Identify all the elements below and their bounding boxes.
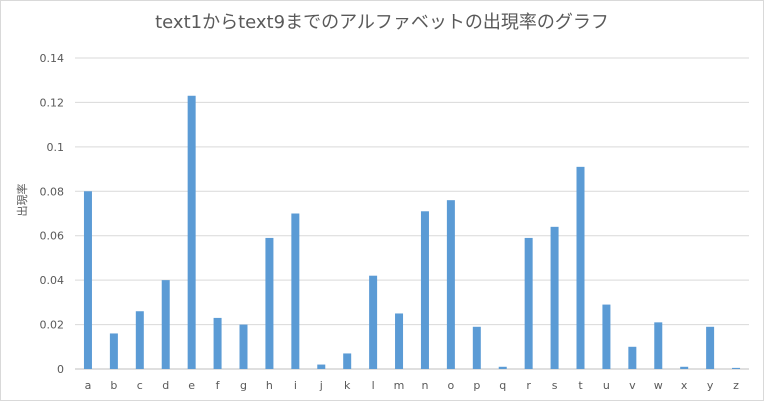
- bar-e: [187, 95, 196, 369]
- bar-x: [680, 366, 689, 369]
- x-tick-label: x: [681, 379, 688, 392]
- bar-c: [135, 311, 144, 369]
- x-tick-label: c: [137, 379, 143, 392]
- x-tick-label: n: [421, 379, 428, 392]
- bar-b: [109, 333, 118, 369]
- bar-y: [706, 326, 715, 369]
- bar-m: [395, 313, 404, 369]
- x-tick-label: k: [344, 379, 351, 392]
- bar-d: [161, 280, 170, 369]
- bar-w: [654, 322, 663, 369]
- bar-f: [213, 317, 222, 369]
- x-tick-label: t: [578, 379, 583, 392]
- bar-l: [369, 275, 378, 369]
- x-tick-label: m: [394, 379, 405, 392]
- bar-i: [291, 213, 300, 369]
- y-tick-label: 0.02: [40, 319, 65, 332]
- bar-v: [628, 346, 637, 369]
- x-tick-label: g: [240, 379, 247, 392]
- y-tick-label: 0.14: [40, 52, 65, 65]
- x-tick-label: j: [319, 379, 323, 392]
- bar-p: [472, 326, 481, 369]
- x-tick-label: f: [216, 379, 221, 392]
- x-tick-label: h: [266, 379, 273, 392]
- x-tick-label: s: [552, 379, 558, 392]
- x-tick-label: d: [162, 379, 169, 392]
- y-tick-label: 0.06: [40, 230, 65, 243]
- bar-s: [550, 226, 559, 369]
- bar-t: [576, 166, 585, 369]
- bar-g: [239, 324, 248, 369]
- y-tick-label: 0.12: [40, 96, 65, 109]
- x-tick-label: e: [188, 379, 195, 392]
- y-tick-label: 0.04: [40, 274, 65, 287]
- y-tick-label: 0.08: [40, 185, 65, 198]
- x-tick-label: u: [603, 379, 610, 392]
- x-tick-label: y: [707, 379, 714, 392]
- bar-u: [602, 304, 611, 369]
- bar-z: [732, 367, 741, 369]
- y-tick-label: 0.1: [47, 141, 65, 154]
- x-tick-label: a: [85, 379, 92, 392]
- bar-j: [317, 364, 326, 369]
- bar-h: [265, 237, 274, 369]
- bar-o: [446, 200, 455, 369]
- y-tick-label: 0: [57, 363, 64, 376]
- bar-n: [420, 211, 429, 369]
- x-tick-label: r: [526, 379, 531, 392]
- bar-a: [83, 191, 92, 369]
- x-tick-label: p: [473, 379, 480, 392]
- x-tick-label: v: [629, 379, 636, 392]
- x-tick-label: z: [733, 379, 739, 392]
- x-tick-label: b: [110, 379, 117, 392]
- x-tick-label: w: [654, 379, 663, 392]
- x-tick-label: o: [448, 379, 455, 392]
- chart-title: text1からtext9までのアルファベットの出現率のグラフ: [155, 12, 609, 33]
- x-tick-label: i: [294, 379, 297, 392]
- bar-k: [343, 353, 352, 369]
- bar-q: [498, 366, 507, 369]
- x-tick-label: l: [372, 379, 375, 392]
- bar-r: [524, 237, 533, 369]
- x-tick-label: q: [499, 379, 506, 392]
